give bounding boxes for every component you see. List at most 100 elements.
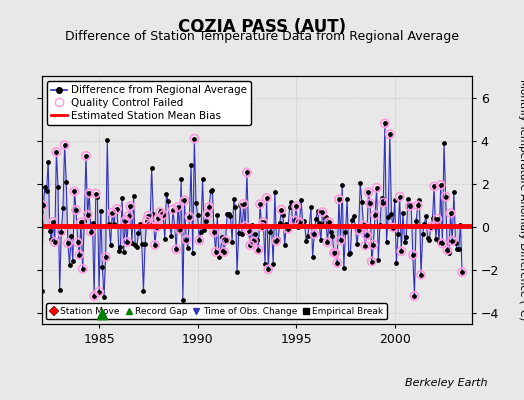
Y-axis label: Monthly Temperature Anomaly Difference (°C): Monthly Temperature Anomaly Difference (… [518,79,524,321]
Point [205,204,213,210]
Point [157,207,166,214]
Point [52,149,61,155]
Point [267,223,276,229]
Point [90,293,99,299]
Point [133,244,141,250]
Point [264,266,272,272]
Point [446,210,455,216]
Point [326,229,335,235]
Point [100,294,108,300]
Point [430,183,439,190]
Point [123,239,131,245]
Point [292,203,300,210]
Point [380,120,389,127]
Point [289,223,297,230]
Point [238,230,246,237]
Point [333,260,342,266]
Point [147,165,156,172]
Point [249,238,258,245]
Point [213,212,222,219]
Point [243,169,251,176]
Point [384,214,392,220]
Point [125,213,133,219]
Point [427,224,435,230]
Point [50,239,59,245]
Point [118,195,126,201]
Point [172,246,180,252]
Point [295,219,303,226]
Point [50,239,59,245]
Point [455,245,463,252]
Point [226,213,235,219]
Point [389,224,397,231]
Point [406,203,414,210]
Point [392,260,400,266]
Point [95,288,103,295]
Point [359,222,368,228]
Point [126,203,135,210]
Point [179,297,187,304]
Point [369,242,378,248]
Point [56,286,64,293]
Point [60,142,69,148]
Point [330,250,338,256]
Point [36,214,44,221]
Point [315,220,323,227]
Point [396,194,404,200]
Point [409,252,417,258]
Point [277,206,286,213]
Point [335,196,343,202]
Point [195,237,203,244]
Point [270,189,279,195]
Point [364,189,373,196]
Point [318,209,326,215]
Point [108,209,116,216]
Point [49,219,57,225]
Point [176,226,184,233]
Point [448,238,456,244]
Point [86,228,95,235]
Point [113,206,122,212]
Point [212,249,220,255]
Point [220,249,228,255]
Point [373,184,381,191]
Point [154,215,162,222]
Point [139,288,148,294]
Point [141,241,149,247]
Point [425,236,433,243]
Point [410,293,419,299]
Point [190,135,199,142]
Point [297,197,305,203]
Point [64,240,72,246]
Point [46,228,54,234]
Point [52,149,61,155]
Point [333,260,342,266]
Point [386,131,394,138]
Point [174,204,182,210]
Point [331,250,340,256]
Point [82,152,90,159]
Point [259,219,268,226]
Point [259,219,268,226]
Point [159,212,167,218]
Point [293,224,302,230]
Point [448,238,456,244]
Point [284,226,292,232]
Point [80,218,89,225]
Point [72,207,80,213]
Point [336,237,345,244]
Point [236,202,245,208]
Point [305,223,313,229]
Point [183,245,192,251]
Point [89,220,97,226]
Point [453,246,461,252]
Point [443,247,452,253]
Point [230,196,238,202]
Point [199,176,207,182]
Point [410,293,419,299]
Point [309,254,317,260]
Point [417,272,425,278]
Point [152,224,161,230]
Point [276,220,284,226]
Point [354,227,363,233]
